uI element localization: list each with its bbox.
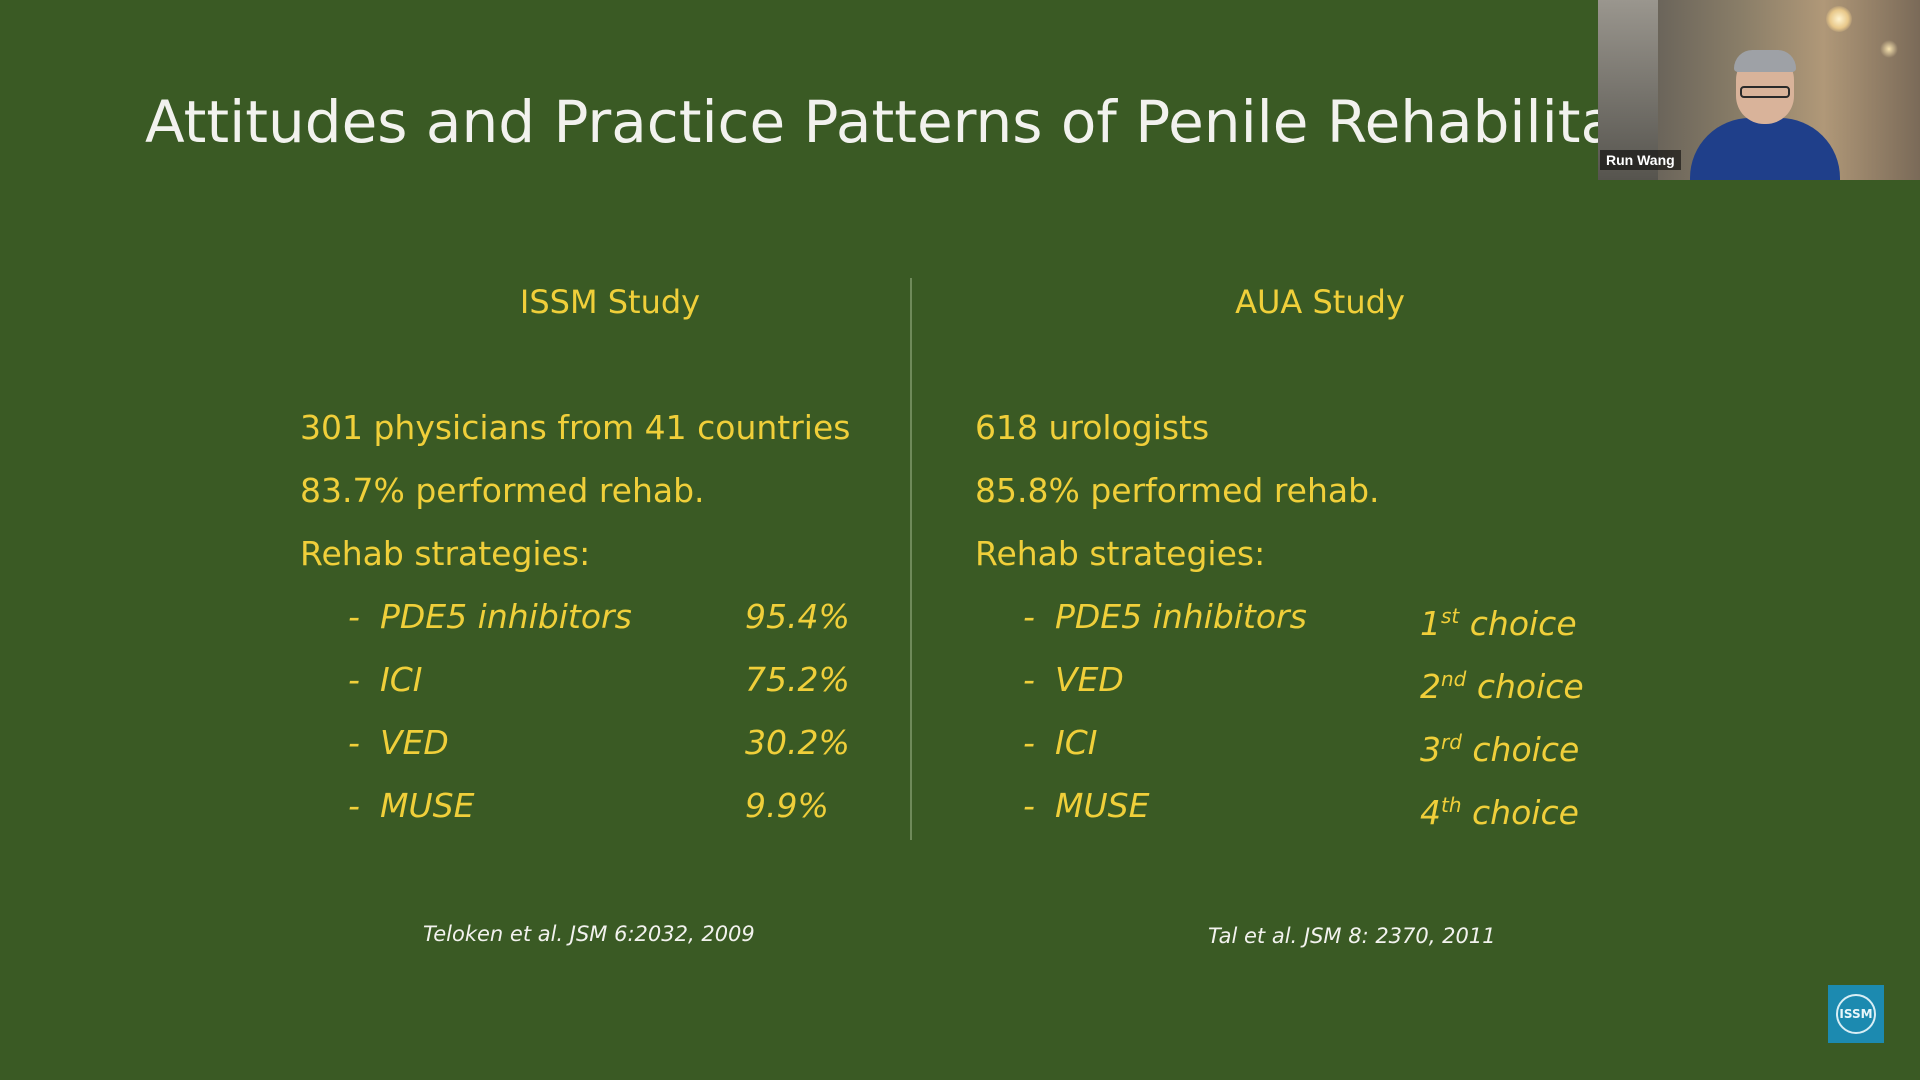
bullet-dash: -	[348, 786, 360, 825]
strategy-value: 95.4%	[745, 597, 850, 636]
rank-label: choice	[1461, 730, 1580, 769]
participant-glasses	[1740, 86, 1790, 98]
issm-strategy-list: - PDE5 inhibitors 95.4% - ICI 75.2% - VE…	[300, 585, 860, 837]
aua-study-heading: AUA Study	[1235, 283, 1405, 321]
strategy-name: VED	[1055, 660, 1124, 699]
rank-suffix: nd	[1441, 667, 1467, 691]
rank-number: 2	[1420, 667, 1441, 706]
aua-respondents: 618 urologists	[975, 408, 1210, 447]
issm-stats: 301 physicians from 41 countries 83.7% p…	[300, 396, 860, 585]
bullet-dash: -	[1023, 723, 1035, 762]
list-item: - PDE5 inhibitors 95.4%	[300, 585, 860, 648]
column-divider	[910, 278, 912, 840]
participant-name-label: Run Wang	[1600, 150, 1681, 170]
rank-suffix: th	[1441, 793, 1462, 817]
list-item: - MUSE 9.9%	[300, 774, 860, 837]
issm-study-column: ISSM Study 301 physicians from 41 countr…	[300, 270, 860, 837]
rank-suffix: rd	[1441, 730, 1462, 754]
issm-logo: ISSM	[1828, 985, 1884, 1043]
bullet-dash: -	[348, 597, 360, 636]
strategy-name: VED	[380, 723, 449, 762]
issm-rehab-rate: 83.7% performed rehab.	[300, 471, 705, 510]
strategy-value: 30.2%	[745, 723, 850, 762]
issm-citation: Teloken et al. JSM 6:2032, 2009	[423, 922, 755, 946]
strategy-value: 75.2%	[745, 660, 850, 699]
issm-study-heading: ISSM Study	[519, 283, 701, 321]
strategy-rank: 2nd choice	[1420, 648, 1584, 718]
participant-body	[1690, 118, 1840, 180]
strategy-name: MUSE	[1055, 786, 1150, 825]
aua-strategies-label: Rehab strategies:	[975, 534, 1266, 573]
list-item: - MUSE 4th choice	[975, 774, 1675, 837]
strategy-name: MUSE	[380, 786, 475, 825]
strategy-rank: 1st choice	[1420, 585, 1577, 655]
issm-respondents: 301 physicians from 41 countries	[300, 408, 851, 447]
aua-citation: Tal et al. JSM 8: 2370, 2011	[1208, 924, 1496, 948]
rank-label: choice	[1459, 604, 1577, 643]
participant-video-tile[interactable]: Run Wang	[1598, 0, 1920, 180]
slide-title: Attitudes and Practice Patterns of Penil…	[145, 88, 1600, 156]
list-item: - ICI 75.2%	[300, 648, 860, 711]
strategy-rank: 3rd choice	[1420, 711, 1579, 781]
bullet-dash: -	[348, 723, 360, 762]
aua-strategy-list: - PDE5 inhibitors 1st choice - VED 2nd c…	[975, 585, 1675, 837]
rank-label: choice	[1461, 793, 1579, 832]
bullet-dash: -	[1023, 786, 1035, 825]
participant-hair	[1734, 50, 1796, 72]
strategy-rank: 4th choice	[1420, 774, 1579, 844]
aua-stats: 618 urologists 85.8% performed rehab. Re…	[975, 396, 1675, 585]
rank-number: 1	[1420, 604, 1441, 643]
strategy-name: ICI	[1055, 723, 1098, 762]
list-item: - ICI 3rd choice	[975, 711, 1675, 774]
bullet-dash: -	[1023, 660, 1035, 699]
rank-label: choice	[1466, 667, 1584, 706]
bullet-dash: -	[348, 660, 360, 699]
logo-emblem-icon: ISSM	[1836, 994, 1876, 1034]
strategy-name: PDE5 inhibitors	[380, 597, 632, 636]
video-background-light-secondary	[1880, 40, 1898, 58]
issm-strategies-label: Rehab strategies:	[300, 534, 591, 573]
strategy-value: 9.9%	[745, 786, 829, 825]
list-item: - VED 2nd choice	[975, 648, 1675, 711]
video-background-light	[1826, 6, 1852, 32]
list-item: - PDE5 inhibitors 1st choice	[975, 585, 1675, 648]
rank-suffix: st	[1441, 604, 1460, 628]
bullet-dash: -	[1023, 597, 1035, 636]
rank-number: 3	[1420, 730, 1441, 769]
aua-rehab-rate: 85.8% performed rehab.	[975, 471, 1380, 510]
aua-study-column: AUA Study 618 urologists 85.8% performed…	[975, 270, 1675, 837]
rank-number: 4	[1420, 793, 1441, 832]
list-item: - VED 30.2%	[300, 711, 860, 774]
strategy-name: PDE5 inhibitors	[1055, 597, 1307, 636]
strategy-name: ICI	[380, 660, 423, 699]
